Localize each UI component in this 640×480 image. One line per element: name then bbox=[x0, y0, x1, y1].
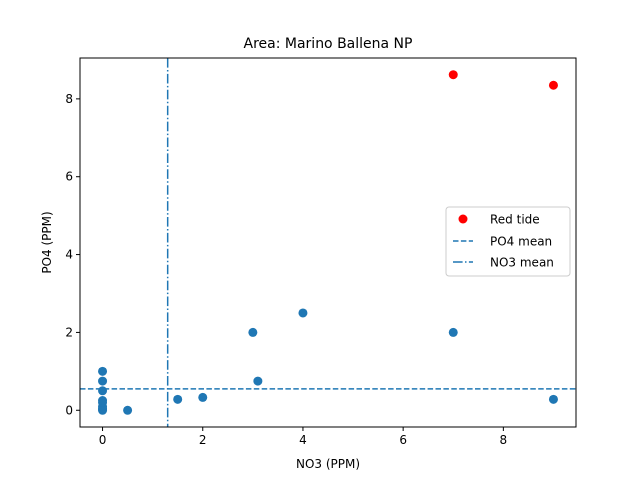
legend-label-no3-mean: NO3 mean bbox=[490, 256, 554, 270]
y-tick-label: 4 bbox=[65, 248, 73, 262]
red-tide-point bbox=[548, 80, 558, 90]
x-tick-label: 4 bbox=[299, 433, 307, 447]
sample-point bbox=[448, 327, 458, 337]
legend-box bbox=[445, 206, 571, 277]
sample-point bbox=[173, 394, 183, 404]
sample-point bbox=[98, 366, 108, 376]
x-tick-label: 8 bbox=[500, 433, 508, 447]
y-tick-label: 8 bbox=[65, 92, 73, 106]
red-tide-point bbox=[448, 70, 458, 80]
y-tick-label: 2 bbox=[65, 325, 73, 339]
legend-label-po4-mean: PO4 mean bbox=[490, 235, 552, 249]
sample-point bbox=[298, 308, 308, 318]
sample-point bbox=[98, 376, 108, 386]
y-axis-label: PO4 (PPM) bbox=[40, 211, 54, 273]
sample-point bbox=[253, 376, 263, 386]
chart-title: Area: Marino Ballena NP bbox=[244, 36, 413, 52]
y-tick-label: 0 bbox=[65, 403, 73, 417]
y-axis-ticks: 0 2 4 6 8 bbox=[65, 92, 80, 417]
legend-label-red-tide: Red tide bbox=[490, 213, 540, 227]
sample-point bbox=[248, 327, 258, 337]
legend: Red tide PO4 mean NO3 mean bbox=[445, 206, 571, 277]
legend-marker-red-tide bbox=[458, 214, 468, 224]
plot-frame bbox=[79, 57, 577, 428]
sample-point bbox=[198, 392, 208, 402]
x-axis-label: NO3 (PPM) bbox=[296, 457, 360, 471]
x-tick-label: 0 bbox=[99, 433, 107, 447]
sample-point bbox=[98, 386, 108, 396]
x-tick-label: 2 bbox=[199, 433, 207, 447]
x-tick-label: 6 bbox=[399, 433, 407, 447]
x-axis-ticks: 0 2 4 6 8 bbox=[99, 427, 507, 447]
data-points bbox=[98, 70, 558, 415]
sample-point bbox=[548, 394, 558, 404]
y-tick-label: 6 bbox=[65, 170, 73, 184]
reference-lines bbox=[80, 58, 576, 427]
sample-point bbox=[98, 396, 108, 406]
sample-point bbox=[123, 405, 133, 415]
